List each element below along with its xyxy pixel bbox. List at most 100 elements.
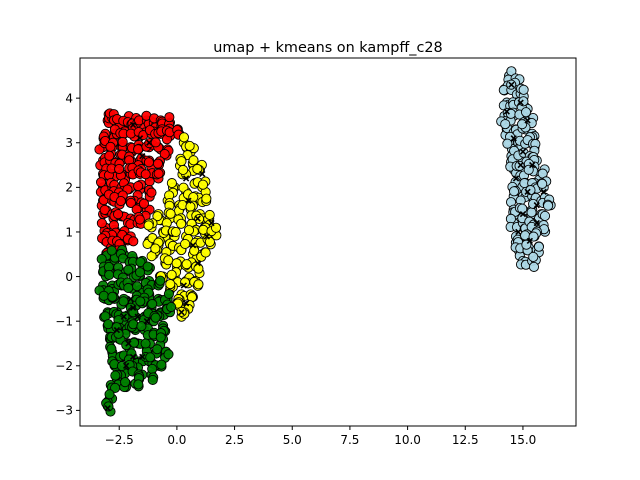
data-point: [123, 282, 134, 294]
cross-marker: [139, 152, 146, 160]
data-point: [147, 363, 158, 374]
data-point: [165, 208, 176, 219]
cross-marker: [529, 161, 536, 169]
data-point: [104, 150, 115, 161]
cross-marker: [129, 353, 137, 361]
data-point: [166, 178, 177, 189]
data-point: [500, 119, 511, 130]
data-point: [153, 168, 164, 179]
data-point: [523, 164, 534, 175]
cross-marker: [143, 318, 151, 325]
data-point: [201, 193, 212, 204]
data-point: [543, 200, 554, 211]
data-point: [140, 169, 151, 180]
data-point: [539, 210, 551, 221]
cross-marker: [136, 135, 144, 142]
x-tick-label: 2.5: [225, 433, 244, 447]
data-point: [508, 186, 520, 197]
cross-marker: [519, 148, 527, 155]
cross-marker: [122, 362, 130, 369]
y-tick-label: 4: [65, 91, 73, 105]
data-point: [152, 158, 163, 169]
data-point: [123, 264, 134, 275]
data-point: [103, 319, 114, 330]
data-point: [171, 258, 182, 269]
data-point: [107, 291, 118, 302]
cross-marker: [194, 215, 201, 222]
x-tick-label: 5.0: [283, 433, 302, 447]
data-point: [152, 211, 163, 222]
data-point: [525, 185, 536, 196]
data-point: [164, 112, 175, 123]
data-point: [181, 259, 192, 270]
data-point: [150, 243, 161, 254]
data-point: [133, 379, 144, 390]
cross-marker: [517, 161, 524, 169]
data-point: [537, 178, 548, 189]
data-point: [145, 352, 156, 363]
data-point: [104, 389, 115, 400]
data-point: [520, 107, 532, 118]
data-point: [155, 332, 166, 343]
data-point: [188, 155, 199, 166]
data-point: [104, 269, 115, 280]
chart-title: umap + kmeans on kampff_c28: [213, 40, 442, 56]
data-marks: [94, 66, 556, 417]
data-point: [95, 177, 107, 188]
x-tick-label: −2.5: [105, 433, 134, 447]
data-point: [533, 241, 544, 252]
data-point: [115, 196, 126, 207]
data-point: [118, 296, 129, 307]
series-3: [496, 66, 556, 272]
y-tick-label: −2: [55, 359, 73, 373]
cross-marker: [208, 219, 215, 227]
data-point: [170, 226, 181, 238]
data-point: [143, 157, 154, 168]
data-point: [502, 138, 513, 149]
cross-marker: [185, 197, 192, 204]
x-axis: −2.5 0.0 2.5 5.0 7.5 10.0 12.5 15.0: [105, 426, 536, 447]
cross-marker: [146, 139, 153, 146]
data-point: [188, 192, 199, 203]
data-point: [105, 141, 116, 152]
cross-marker: [129, 121, 137, 129]
data-point: [133, 144, 144, 155]
cross-marker: [134, 313, 141, 320]
cross-markers: [104, 81, 547, 412]
x-tick-label: 0.0: [167, 433, 186, 447]
data-point: [204, 209, 215, 221]
data-point: [193, 279, 204, 290]
y-tick-label: 2: [65, 181, 73, 195]
y-tick-label: 3: [65, 136, 73, 150]
data-point: [198, 224, 209, 235]
data-point: [518, 84, 529, 95]
data-point: [110, 382, 121, 394]
data-point: [184, 140, 195, 151]
x-tick-label: 7.5: [340, 433, 359, 447]
data-point: [113, 209, 124, 220]
data-point: [99, 204, 110, 216]
cross-marker: [503, 108, 510, 115]
data-point: [147, 374, 158, 385]
data-point: [204, 236, 215, 247]
y-tick-label: 0: [65, 270, 73, 284]
cross-marker: [127, 295, 134, 303]
y-axis: −3 −2 −1 0 1 2 3 4: [55, 91, 80, 418]
data-point: [140, 338, 151, 349]
cross-marker: [203, 233, 211, 240]
data-point: [146, 187, 157, 198]
cross-marker: [524, 117, 531, 124]
data-point: [180, 238, 191, 250]
data-point: [163, 349, 174, 360]
axes-frame: [79, 57, 577, 427]
cross-marker: [524, 188, 531, 195]
data-point: [176, 156, 187, 167]
data-point: [178, 164, 189, 176]
plot-area: [79, 57, 577, 427]
y-tick-label: −1: [55, 314, 73, 328]
cross-marker: [526, 237, 534, 245]
series-1: [142, 132, 222, 322]
data-point: [156, 359, 167, 370]
data-point: [96, 218, 107, 229]
cross-marker: [125, 340, 132, 347]
